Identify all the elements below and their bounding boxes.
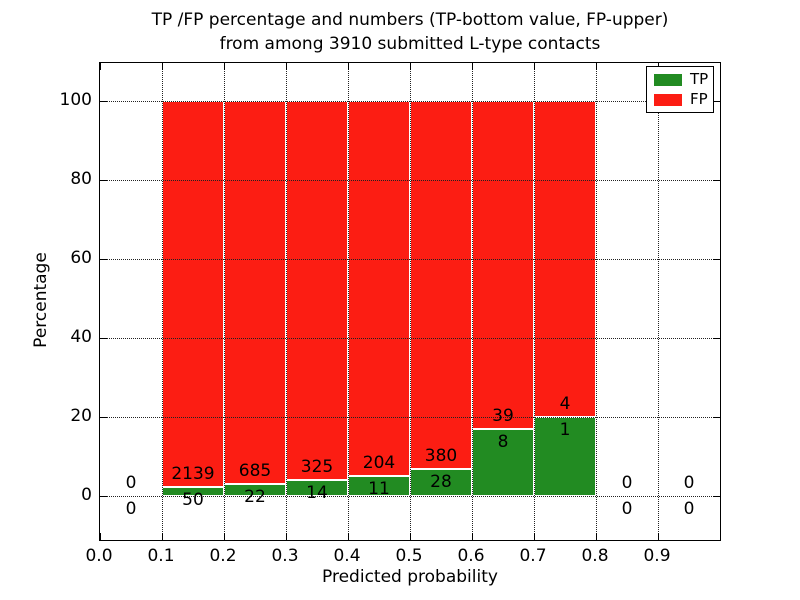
legend-item-tp: TP	[654, 72, 713, 87]
fp-count-label: 380	[424, 446, 458, 466]
y-tick-label: 20	[70, 406, 92, 426]
tick-mark-x	[596, 533, 597, 540]
bar-segment-fp	[224, 101, 286, 484]
grid-line-v	[348, 63, 349, 540]
y-tick-label: 100	[59, 90, 92, 110]
tick-mark-y-right	[713, 338, 720, 339]
tp-count-label: 0	[621, 499, 633, 519]
legend-swatch-tp	[654, 73, 682, 86]
tick-mark-x-top	[162, 63, 163, 70]
x-tick-label: 0.9	[643, 546, 671, 566]
tick-mark-x	[534, 533, 535, 540]
bar-segment-tp	[534, 417, 596, 496]
legend: TP FP	[646, 66, 714, 113]
tick-mark-x	[348, 533, 349, 540]
x-tick-label: 0.5	[395, 546, 423, 566]
grid-line-v	[534, 63, 535, 540]
grid-line-v	[472, 63, 473, 540]
tick-mark-x	[286, 533, 287, 540]
bar-segment-tp	[472, 429, 534, 496]
grid-line-v	[162, 63, 163, 540]
fp-count-label: 0	[621, 473, 633, 493]
tp-count-label: 28	[430, 472, 452, 492]
grid-line-v	[286, 63, 287, 540]
chart-title-line1: TP /FP percentage and numbers (TP-bottom…	[151, 10, 669, 30]
tick-mark-y	[100, 417, 107, 418]
tick-mark-x-top	[534, 63, 535, 70]
tick-mark-x-top	[410, 63, 411, 70]
x-tick-label: 0.6	[457, 546, 485, 566]
tick-mark-x-top	[224, 63, 225, 70]
x-tick-label: 0.1	[147, 546, 175, 566]
fp-count-label: 685	[238, 461, 272, 481]
tick-mark-y	[100, 259, 107, 260]
tp-count-label: 0	[125, 499, 137, 519]
x-tick-label: 0.2	[209, 546, 237, 566]
fp-count-label: 2139	[171, 464, 215, 484]
y-tick-label: 80	[70, 169, 92, 189]
grid-line-v	[224, 63, 225, 540]
fp-count-label: 39	[492, 406, 514, 426]
tick-mark-y	[100, 101, 107, 102]
legend-swatch-fp	[654, 93, 682, 106]
tick-mark-x-top	[286, 63, 287, 70]
bar-segment-fp	[348, 101, 410, 476]
tp-count-label: 14	[306, 483, 328, 503]
fp-count-label: 0	[125, 473, 137, 493]
fp-count-label: 325	[300, 457, 334, 477]
tick-mark-x-top	[348, 63, 349, 70]
x-tick-label: 0.4	[333, 546, 361, 566]
tp-count-label: 8	[497, 432, 509, 452]
tick-mark-x-top	[596, 63, 597, 70]
fp-count-label: 4	[559, 394, 571, 414]
tick-mark-y-right	[713, 496, 720, 497]
grid-line-v	[410, 63, 411, 540]
fp-count-label: 0	[683, 473, 695, 493]
legend-item-fp: FP	[654, 92, 713, 107]
tick-mark-x	[658, 533, 659, 540]
x-tick-label: 0.0	[85, 546, 113, 566]
tick-mark-x	[162, 533, 163, 540]
tick-mark-x	[100, 533, 101, 540]
tick-mark-y-right	[713, 417, 720, 418]
x-tick-label: 0.7	[519, 546, 547, 566]
chart-title-line2: from among 3910 submitted L-type contact…	[219, 34, 601, 54]
axis-title-x: Predicted probability	[322, 567, 498, 587]
tick-mark-x	[472, 533, 473, 540]
tick-mark-x-top	[472, 63, 473, 70]
y-tick-label: 60	[70, 248, 92, 268]
chart-title: TP /FP percentage and numbers (TP-bottom…	[99, 8, 721, 56]
y-tick-label: 40	[70, 327, 92, 347]
bar-segment-fp	[162, 101, 224, 487]
tick-mark-y	[100, 180, 107, 181]
tp-count-label: 50	[182, 490, 204, 510]
tick-mark-x	[410, 533, 411, 540]
tp-count-label: 1	[559, 420, 571, 440]
tick-mark-y-right	[713, 180, 720, 181]
grid-line-v	[658, 63, 659, 540]
bar-segment-fp	[410, 101, 472, 469]
tick-mark-x	[224, 533, 225, 540]
tick-mark-y-right	[713, 259, 720, 260]
plot-area: 0 0 2139 50 685 22 325 14 204 11 380 28 39 8 4 1 0 0 0 0	[99, 62, 721, 541]
tick-mark-y	[100, 496, 107, 497]
legend-label-fp: FP	[690, 90, 708, 108]
tick-mark-x-top	[100, 63, 101, 70]
x-tick-label: 0.3	[271, 546, 299, 566]
legend-label-tp: TP	[690, 70, 709, 88]
x-tick-label: 0.8	[581, 546, 609, 566]
bar-segment-fp	[286, 101, 348, 480]
tp-count-label: 22	[244, 487, 266, 507]
tick-mark-y	[100, 338, 107, 339]
grid-line-v	[596, 63, 597, 540]
bar-segment-tp	[410, 469, 472, 496]
fp-count-label: 204	[362, 453, 396, 473]
tp-count-label: 0	[683, 499, 695, 519]
tp-count-label: 11	[368, 479, 390, 499]
y-tick-label: 0	[81, 485, 92, 505]
tick-mark-y-right	[713, 101, 720, 102]
bar-segment-fp	[472, 101, 534, 429]
